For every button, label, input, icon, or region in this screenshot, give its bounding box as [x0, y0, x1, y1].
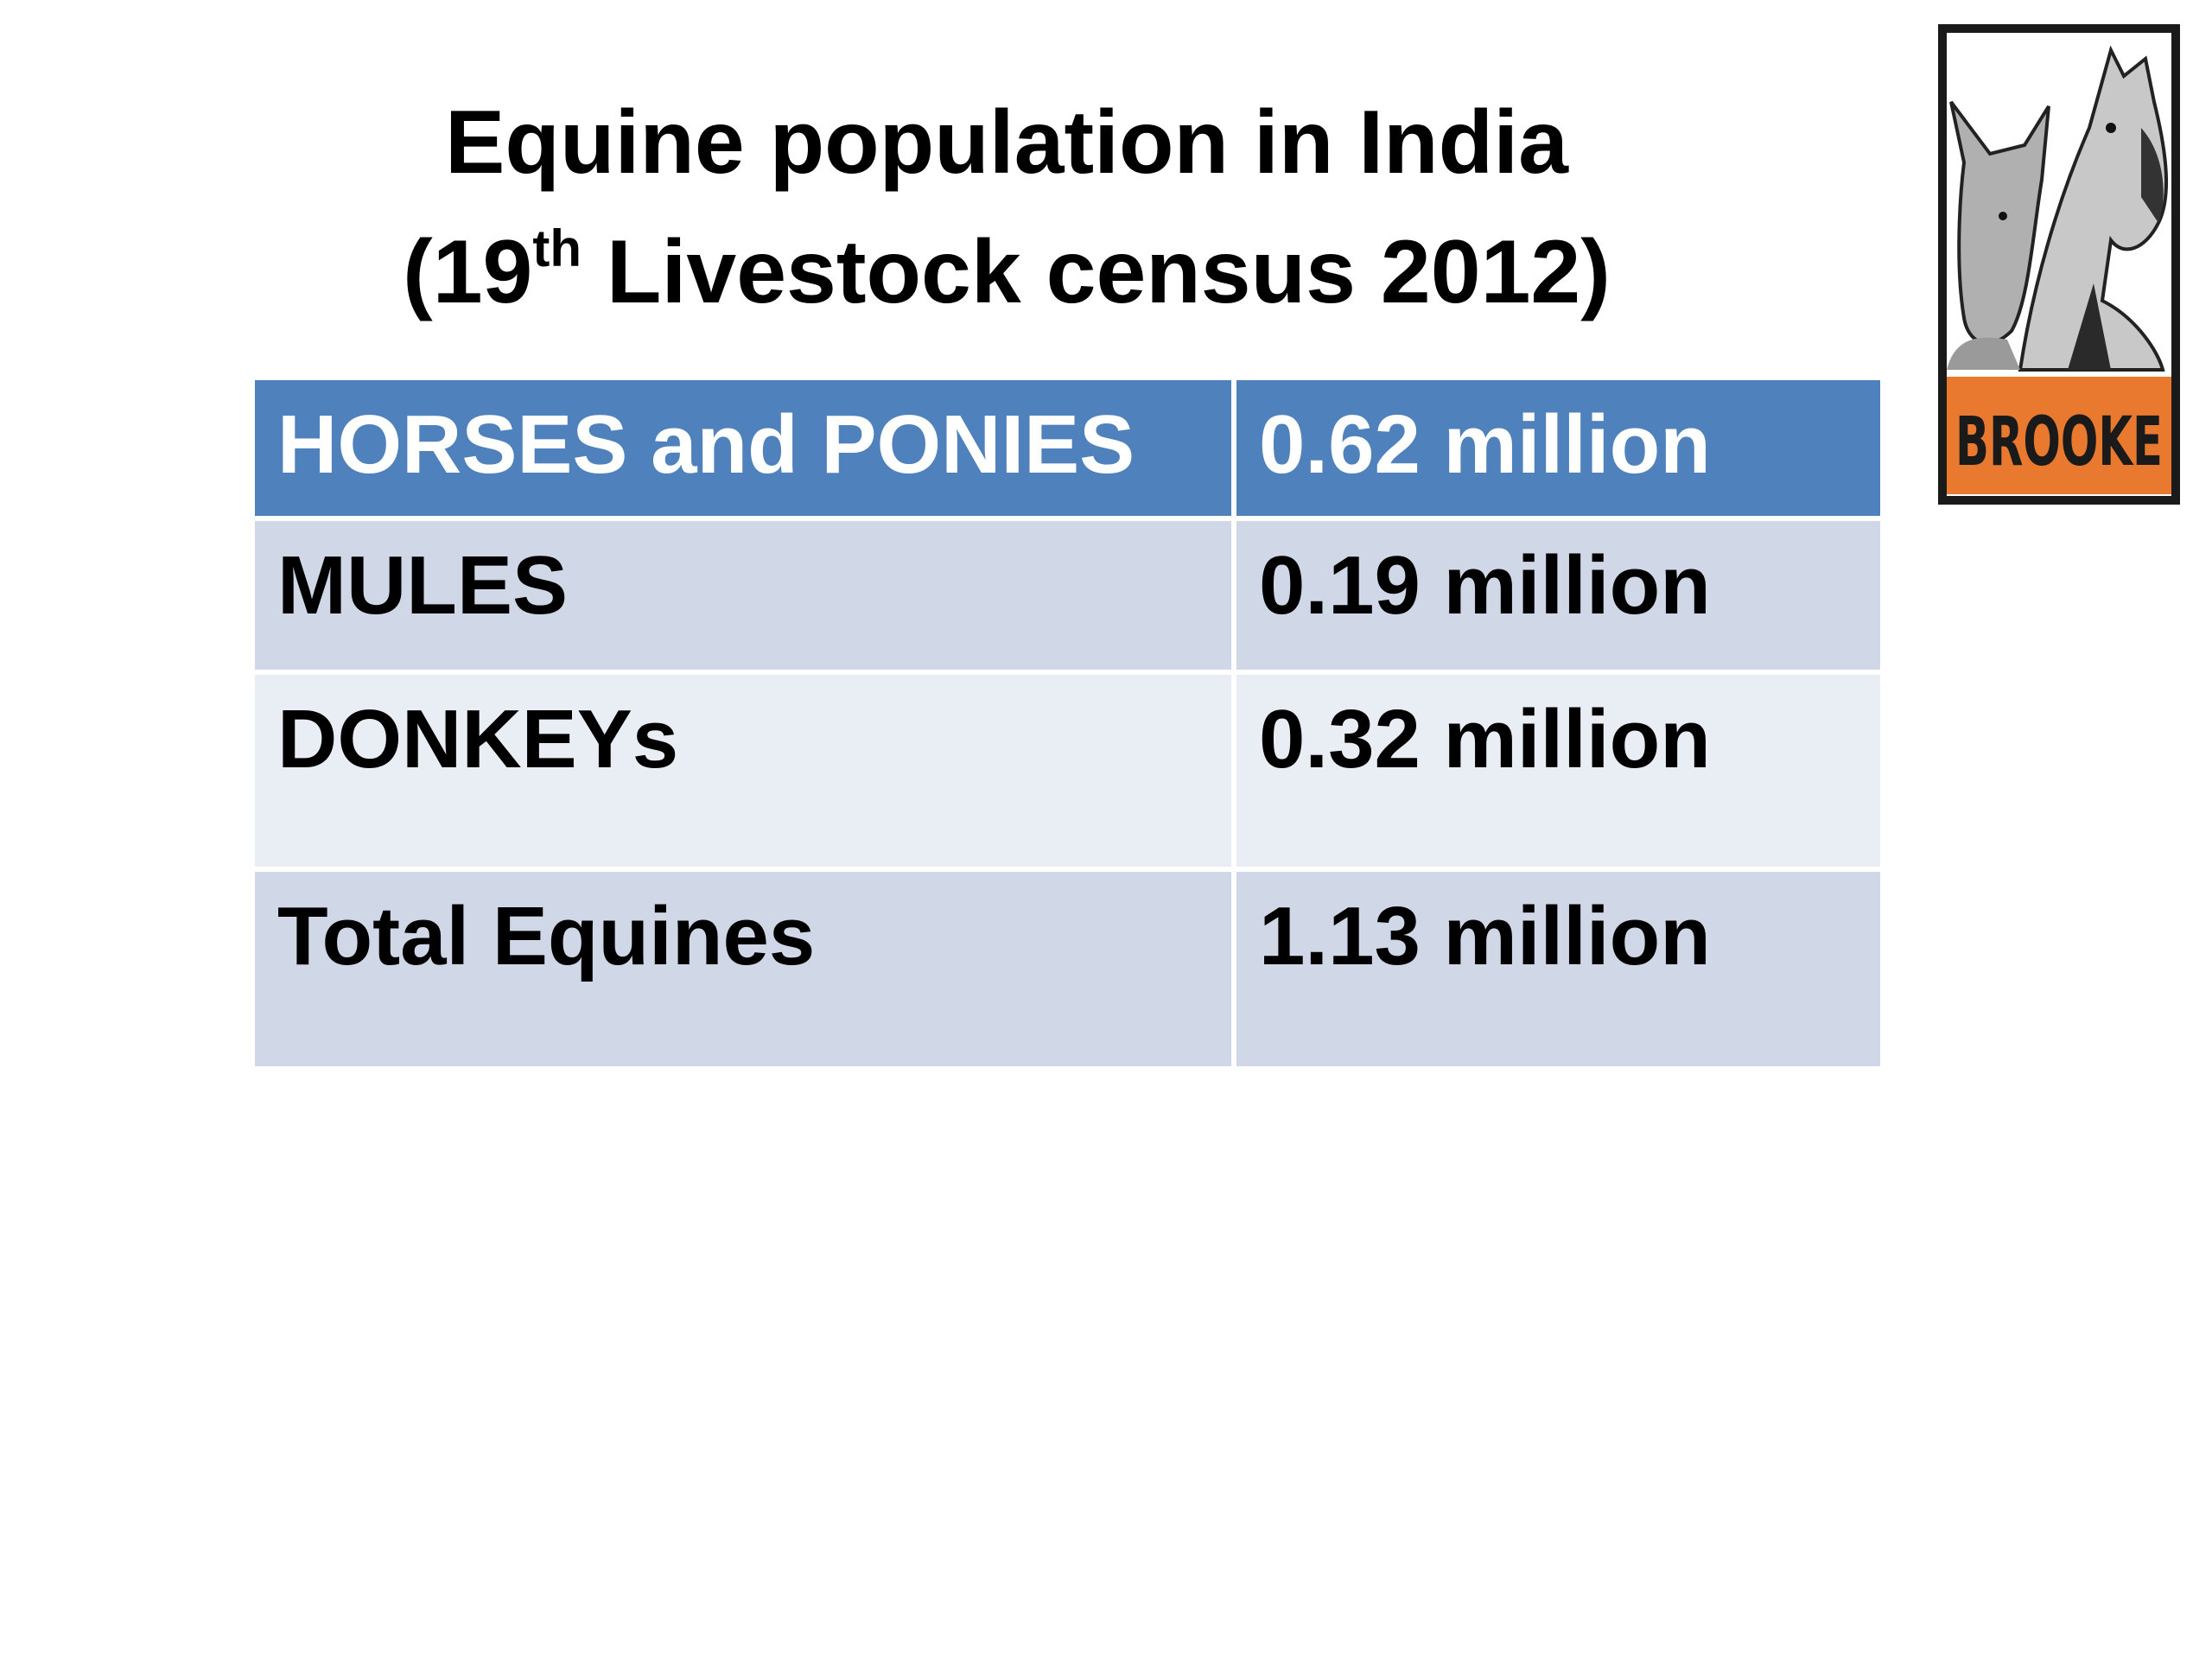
title-prefix: (19 — [403, 222, 533, 322]
row-value: 0.19 million — [1231, 516, 1880, 675]
table-row: DONKEYs 0.32 million — [255, 670, 1880, 872]
title-superscript: th — [532, 219, 582, 277]
row-value: 0.32 million — [1231, 670, 1880, 872]
row-label: Total Equines — [255, 867, 1236, 1066]
row-value: 1.13 million — [1231, 867, 1880, 1066]
brooke-logo: BROOKE — [1938, 24, 2180, 505]
header-value: 0.62 million — [1231, 380, 1880, 521]
header-label: HORSES and PONIES — [255, 380, 1236, 521]
equine-population-table: HORSES and PONIES 0.62 million MULES 0.1… — [255, 380, 1880, 1066]
title-suffix: Livestock census 2012) — [582, 222, 1611, 322]
table-header-row: HORSES and PONIES 0.62 million — [255, 380, 1880, 521]
logo-text: BROOKE — [1955, 404, 2163, 481]
title-line-1: Equine population in India — [445, 92, 1568, 193]
logo-band — [1947, 377, 2171, 494]
row-label: MULES — [255, 516, 1236, 675]
table-row: Total Equines 1.13 million — [255, 867, 1880, 1066]
table-row: MULES 0.19 million — [255, 516, 1880, 675]
slide-title: Equine population in India (19th Livesto… — [259, 78, 1754, 337]
title-line-2: (19th Livestock census 2012) — [259, 207, 1754, 337]
row-label: DONKEYs — [255, 670, 1236, 872]
